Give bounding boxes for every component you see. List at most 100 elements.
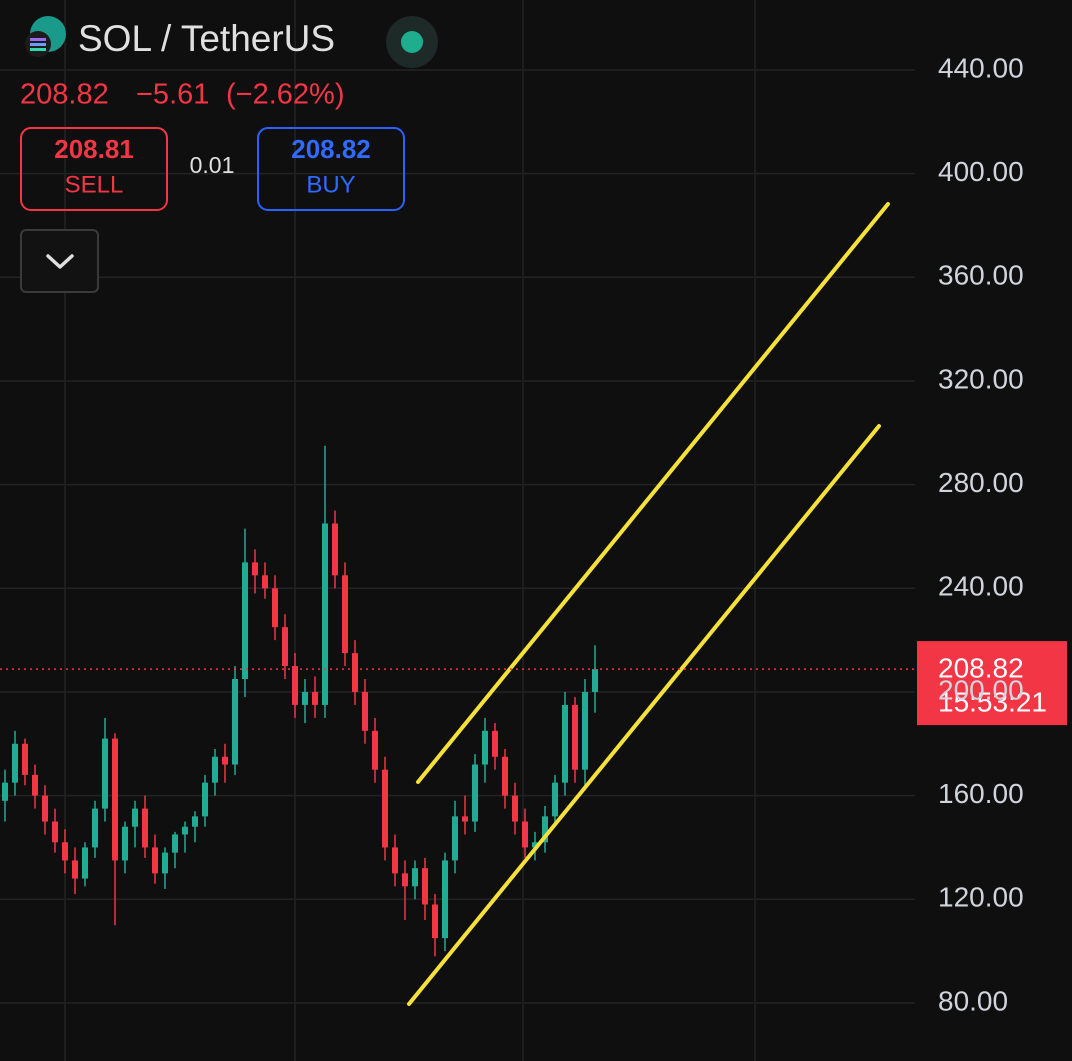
candle-body (392, 847, 398, 874)
buy-price[interactable]: 208.82 (291, 134, 371, 164)
y-tick-label: 240.00 (938, 571, 1024, 602)
buy-label[interactable]: BUY (306, 171, 355, 198)
candle-body (372, 730, 378, 770)
candle-body (402, 873, 408, 887)
candle-body (412, 868, 418, 887)
candle-body (12, 743, 18, 783)
y-tick-label: 320.00 (938, 363, 1024, 394)
sell-price[interactable]: 208.81 (54, 134, 134, 164)
y-tick-label: 280.00 (938, 467, 1024, 498)
candle-body (172, 834, 178, 853)
icon (30, 43, 46, 46)
y-tick-label: 120.00 (938, 882, 1024, 913)
candle-body (422, 868, 428, 905)
candle-body (582, 691, 588, 770)
candle-body (592, 669, 598, 692)
candle-body (252, 562, 258, 576)
candle-body (32, 774, 38, 796)
sell-button[interactable] (20, 127, 168, 211)
change: −5.61 (136, 79, 209, 111)
candle-body (552, 782, 558, 817)
icon (30, 38, 46, 41)
candle-body (62, 842, 68, 861)
y-tick-label: 400.00 (938, 156, 1024, 187)
candle-body (212, 756, 218, 783)
candle-body (482, 730, 488, 765)
candle-body (282, 627, 288, 667)
candle-body (112, 738, 118, 861)
y-tick-label: 160.00 (938, 778, 1024, 809)
candle-body (462, 816, 468, 822)
candle-body (312, 691, 318, 705)
candle-body (562, 704, 568, 783)
collapse-button[interactable] (20, 229, 99, 293)
candle-body (222, 756, 228, 765)
candle-body (332, 523, 338, 576)
last-price: 208.82 (20, 79, 109, 111)
candle-body (52, 821, 58, 843)
candle-body (2, 782, 8, 801)
trend-line (407, 424, 881, 1006)
candle-body (502, 756, 508, 796)
price-label: 208.82 (938, 652, 1024, 683)
y-tick-label: 360.00 (938, 260, 1024, 291)
trend-line (416, 202, 890, 784)
y-tick-label: 440.00 (938, 52, 1024, 83)
candle-body (492, 730, 498, 757)
spread: 0.01 (190, 152, 235, 178)
grid (0, 69, 915, 1004)
candle-body (302, 691, 308, 705)
candle-body (512, 795, 518, 822)
candle-body (102, 738, 108, 809)
candle-body (272, 588, 278, 628)
candle-body (442, 860, 448, 939)
y-tick-label: 200.00 (938, 674, 1024, 705)
candle-body (362, 691, 368, 731)
candle-body (242, 562, 248, 679)
trend-lines (407, 202, 890, 1006)
candle-body (472, 764, 478, 822)
candle-body (162, 852, 168, 874)
candle-body (342, 575, 348, 654)
candle-body (532, 842, 538, 848)
candle-body (352, 653, 358, 692)
candle-body (452, 816, 458, 861)
buy-button[interactable] (257, 127, 405, 211)
candle-body (22, 743, 28, 775)
candle-body (202, 782, 208, 817)
candle-body (262, 575, 268, 589)
candle-body (432, 904, 438, 939)
candle-body (72, 860, 78, 879)
candle-body (572, 704, 578, 770)
candle-body (122, 826, 128, 861)
chevron-icon[interactable] (46, 254, 74, 269)
y-tick-label: 80.00 (938, 985, 1008, 1016)
price-label-box (917, 641, 1067, 726)
candle-body (142, 808, 148, 848)
y-axis: 80.00 120.00 160.00 200.00 240.00 280.00 320.0… (938, 52, 1024, 1016)
candle-body (292, 666, 298, 705)
candle-body (542, 816, 548, 843)
candle-body (322, 523, 328, 705)
symbol-title: SOL / TetherUS (78, 18, 335, 59)
sell-label[interactable]: SELL (65, 171, 124, 198)
candle-body (132, 808, 138, 827)
candle-body (42, 795, 48, 822)
change-percent: (−2.62%) (226, 79, 344, 111)
vertical-grid (64, 0, 756, 1061)
candle-body (382, 769, 388, 848)
candle-body (192, 816, 198, 827)
countdown: 15:53:21 (938, 686, 1047, 717)
icon (30, 48, 46, 51)
status-dot (401, 31, 423, 53)
candles (2, 445, 598, 957)
candle-body (522, 821, 528, 848)
symbol-icon (25, 16, 66, 57)
candle-body (182, 826, 188, 835)
candle-body (92, 808, 98, 848)
candle-body (232, 678, 238, 765)
candle-body (152, 847, 158, 874)
